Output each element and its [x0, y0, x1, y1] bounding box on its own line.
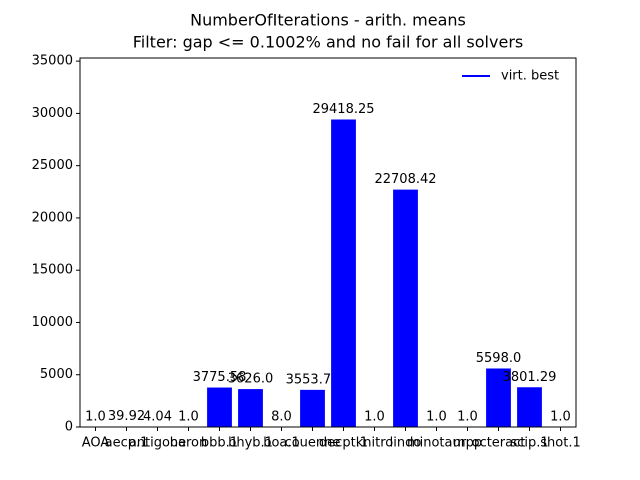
- x-tick-label: antigone: [129, 436, 186, 451]
- value-label: 8.0: [271, 409, 292, 424]
- value-label: 1.0: [457, 409, 478, 424]
- value-label: 1.0: [364, 409, 385, 424]
- chart-title: NumberOfIterations - arith. means: [190, 11, 466, 30]
- x-tick-label: bbb.1: [201, 436, 238, 451]
- value-label: 3553.71: [286, 372, 340, 387]
- x-tick-label: shot.1: [540, 436, 580, 451]
- bar: [331, 119, 356, 427]
- x-tick-label: bhyb.1: [228, 436, 273, 451]
- value-label: 29418.25: [312, 102, 374, 117]
- bar: [238, 389, 263, 427]
- y-tick-label: 35000: [32, 54, 73, 69]
- x-tick-label: mpp: [453, 436, 482, 451]
- y-tick-label: 20000: [32, 210, 73, 225]
- x-tick-label: baron: [170, 436, 207, 451]
- x-tick-label: couenne: [285, 436, 341, 451]
- value-label: 1.0: [426, 409, 447, 424]
- value-label: 1.0: [550, 409, 571, 424]
- y-tick-label: 30000: [32, 106, 73, 121]
- y-tick-label: 25000: [32, 158, 73, 173]
- value-label: 3801.29: [503, 370, 557, 385]
- x-tick-label: lindo: [390, 436, 422, 451]
- x-tick-label: octeract: [472, 436, 526, 451]
- value-label: 1.0: [178, 409, 199, 424]
- bar: [207, 387, 232, 427]
- x-tick-label: minotaur: [407, 436, 467, 451]
- value-label: 3775.58: [193, 370, 247, 385]
- y-tick-label: 0: [65, 420, 73, 435]
- value-label: 4.04: [143, 409, 172, 424]
- bar: [517, 387, 542, 427]
- value-label: 5598.0: [476, 351, 522, 366]
- bar: [486, 368, 511, 427]
- x-tick-label: decpt.1: [319, 436, 368, 451]
- y-tick-label: 10000: [32, 315, 73, 330]
- legend-label: virt. best: [501, 69, 559, 84]
- value-label: 39.92: [108, 409, 145, 424]
- value-label: 22708.42: [374, 172, 436, 187]
- y-tick-label: 5000: [40, 367, 73, 382]
- value-label: 1.0: [85, 409, 106, 424]
- x-tick-label: boa.1: [263, 436, 300, 451]
- y-tick-label: 15000: [32, 263, 73, 278]
- x-tick-label: scip.1: [510, 436, 548, 451]
- x-tick-label: aecp.1: [105, 436, 149, 451]
- x-tick-label: knitro: [356, 436, 394, 451]
- bar: [300, 389, 325, 427]
- plot-frame: [79, 57, 577, 428]
- chart-subtitle: Filter: gap <= 0.1002% and no fail for a…: [133, 33, 523, 52]
- value-label: 3626.0: [228, 372, 274, 387]
- x-tick-label: AOA: [82, 436, 110, 451]
- bar: [393, 189, 418, 427]
